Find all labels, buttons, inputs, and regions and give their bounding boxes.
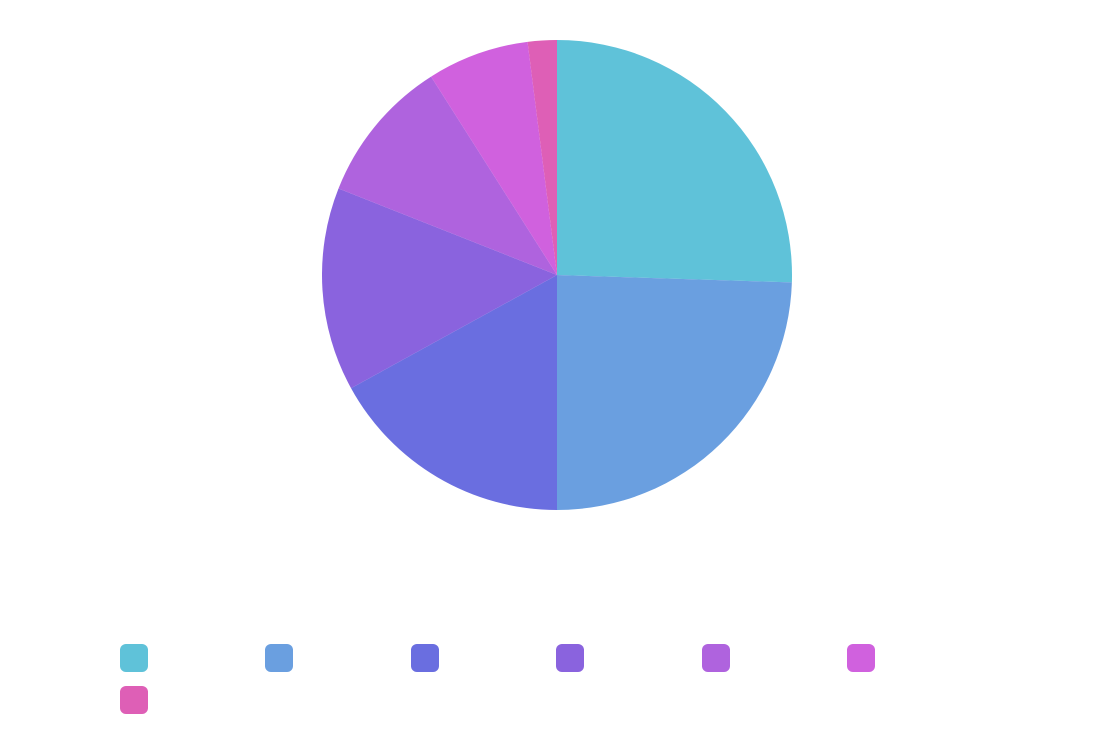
pie-slice-0 xyxy=(557,40,792,282)
legend-item-5 xyxy=(847,644,992,672)
chart-legend xyxy=(120,644,993,714)
legend-item-3 xyxy=(556,644,701,672)
pie-slice-1 xyxy=(557,275,792,510)
legend-item-1 xyxy=(265,644,410,672)
legend-swatch-6 xyxy=(120,686,148,714)
pie-chart xyxy=(322,40,792,510)
legend-swatch-5 xyxy=(847,644,875,672)
legend-item-0 xyxy=(120,644,265,672)
legend-item-6 xyxy=(120,686,265,714)
legend-item-2 xyxy=(411,644,556,672)
pie-wrap xyxy=(0,0,1113,510)
legend-swatch-3 xyxy=(556,644,584,672)
legend-swatch-0 xyxy=(120,644,148,672)
pie-chart-container xyxy=(0,0,1113,750)
legend-swatch-2 xyxy=(411,644,439,672)
legend-swatch-4 xyxy=(702,644,730,672)
legend-item-4 xyxy=(702,644,847,672)
legend-swatch-1 xyxy=(265,644,293,672)
